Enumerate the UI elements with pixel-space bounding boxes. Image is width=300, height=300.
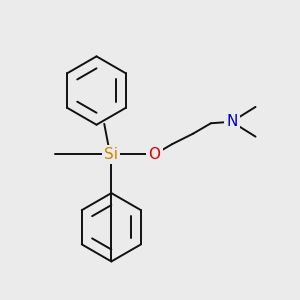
Text: N: N	[226, 114, 237, 129]
Text: O: O	[148, 147, 160, 162]
Text: Si: Si	[104, 147, 118, 162]
